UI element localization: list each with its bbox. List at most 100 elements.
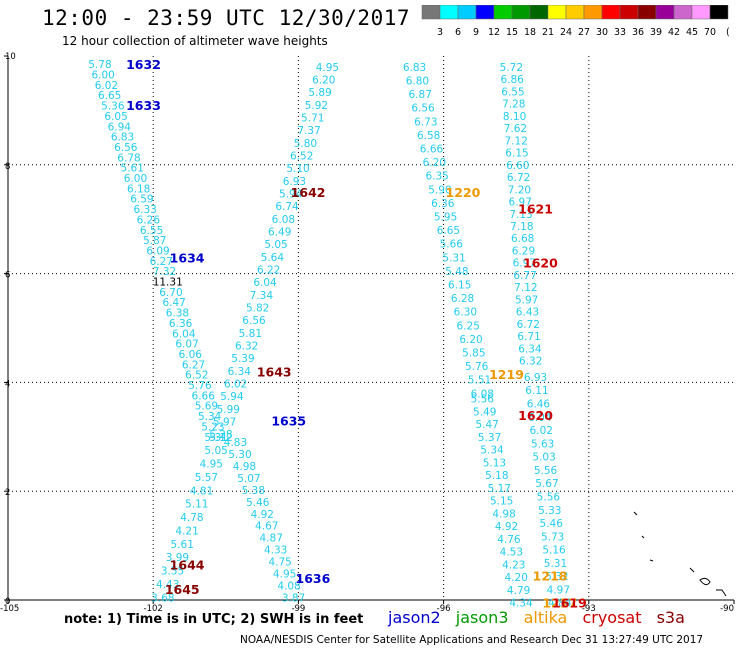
- wave-height-value: 6.30: [454, 307, 477, 319]
- wave-height-value: 4.97: [547, 584, 570, 596]
- coastline-shape: [633, 511, 727, 597]
- wave-height-value: 6.32: [519, 356, 542, 368]
- wave-height-value: 6.29: [512, 245, 535, 257]
- wave-height-value: 5.13: [483, 457, 506, 469]
- colorbar-tick-label: 6: [455, 27, 461, 38]
- wave-height-value: 5.33: [538, 505, 561, 517]
- x-tick-label: -102: [144, 604, 163, 612]
- wave-height-value: 5.30: [228, 449, 251, 461]
- x-tick-label: -99: [291, 604, 305, 612]
- wave-height-value: 6.18: [127, 183, 150, 195]
- pass-number-label: 1643: [257, 365, 292, 380]
- wave-height-value: 5.92: [305, 100, 328, 112]
- pass-number-label: 1632: [126, 57, 161, 72]
- wave-height-value: 5.28: [209, 429, 232, 441]
- wave-height-value: 6.27: [150, 256, 173, 268]
- wave-height-value: 3.68: [151, 592, 174, 604]
- wave-height-value: 6.59: [130, 194, 153, 206]
- wave-height-value: 5.56: [537, 491, 561, 503]
- wave-height-value: 4.67: [255, 521, 278, 533]
- wave-height-value: 7.28: [502, 99, 525, 111]
- wave-height-value: 11.31: [153, 277, 183, 289]
- wave-height-value: 6.52: [185, 370, 208, 382]
- pass-number-label: 1218: [533, 569, 568, 584]
- wave-height-value: 4.23: [502, 559, 525, 571]
- wave-height-value: 6.34: [228, 366, 252, 378]
- y-tick-label: 8: [5, 162, 10, 172]
- wave-height-value: 6.78: [117, 152, 140, 164]
- wave-height-value: 6.72: [517, 319, 540, 331]
- wave-height-value: 6.09: [146, 245, 169, 257]
- legend-s3a: s3a: [656, 608, 685, 627]
- wave-height-value: 4.87: [260, 533, 283, 545]
- wave-height-value: 5.63: [531, 438, 554, 450]
- wave-height-value: 6.20: [312, 75, 335, 87]
- wave-height-value: 5.87: [143, 235, 166, 247]
- wave-height-value: 5.66: [440, 239, 464, 251]
- wave-height-value: 5.36: [101, 101, 125, 113]
- wave-height-value: 4.76: [497, 534, 521, 546]
- pass-number-label: 1220: [446, 185, 481, 200]
- colorbar-tick-label: 33: [614, 27, 626, 38]
- wave-height-value: 4.20: [505, 572, 528, 584]
- pass-number-label: 1633: [126, 98, 161, 113]
- wave-height-value: 5.46: [246, 497, 270, 509]
- wave-height-value: 4.33: [264, 545, 287, 557]
- units-note: note: 1) Time is in UTC; 2) SWH is in fe…: [64, 612, 364, 627]
- wave-height-value: 7.34: [250, 290, 274, 302]
- wave-height-value: 5.97: [213, 416, 236, 428]
- wave-height-value: 6.58: [417, 130, 440, 142]
- wave-height-value: 5.56: [471, 394, 495, 406]
- x-tick-label: -93: [582, 604, 596, 612]
- wave-height-value: 6.56: [411, 103, 435, 115]
- wave-height-value: 6.77: [513, 270, 536, 282]
- wave-height-value: 5.11: [185, 499, 208, 511]
- colorbar-tick-label: 21: [542, 27, 554, 38]
- wave-height-value: 6.34: [518, 343, 542, 355]
- wave-height-value: 5.94: [279, 189, 303, 201]
- wave-height-value: 6.36: [169, 318, 193, 330]
- wave-height-value: 6.97: [513, 258, 536, 270]
- wave-height-value: 5.90: [428, 184, 451, 196]
- wave-height-value: 6.87: [409, 89, 432, 101]
- wave-height-value: 5.61: [121, 163, 144, 175]
- wave-height-value: 6.60: [506, 160, 529, 172]
- wave-height-value: 6.47: [162, 297, 185, 309]
- wave-height-value: 6.00: [91, 70, 114, 82]
- colorbar-tick-label: 24: [560, 27, 572, 38]
- wave-height-value: 6.97: [509, 197, 532, 209]
- wave-height-value: 4.43: [156, 579, 179, 591]
- wave-height-value: 6.52: [290, 151, 313, 163]
- wave-height-value: 6.08: [272, 214, 295, 226]
- wave-height-value: 7.12: [505, 135, 528, 147]
- wave-height-value: 5.18: [485, 470, 508, 482]
- pass-number-label: 1219: [489, 367, 524, 382]
- wave-height-value: 5.61: [171, 539, 194, 551]
- colorbar-tick-label: 3: [437, 27, 443, 38]
- x-tick-label: -96: [437, 604, 451, 612]
- wave-height-value: 6.02: [530, 425, 553, 437]
- wave-height-value: 3.99: [166, 552, 189, 564]
- wave-height-value: 4.92: [495, 521, 518, 533]
- wave-height-value: 6.02: [224, 378, 247, 390]
- wave-height-value: 6.73: [414, 116, 437, 128]
- wave-height-value: 5.80: [294, 138, 317, 150]
- wave-height-value: 5.97: [515, 294, 538, 306]
- wave-height-value: 5.34: [198, 411, 222, 423]
- wave-height-value: 5.78: [88, 59, 111, 71]
- wave-height-value: 6.11: [525, 385, 548, 397]
- pass-number-label: 1620: [518, 408, 553, 423]
- wave-height-value: 6.32: [235, 340, 258, 352]
- wave-height-value: 8.10: [503, 111, 526, 123]
- wave-height-value: 5.10: [286, 163, 309, 175]
- wave-height-value: 5.82: [246, 302, 269, 314]
- wave-height-value: 5.38: [242, 485, 265, 497]
- colorbar-tick-label: 12: [488, 27, 500, 38]
- wave-height-value: 6.65: [437, 225, 460, 237]
- wave-height-value: 4.98: [492, 508, 515, 520]
- wave-height-value: 6.93: [283, 176, 306, 188]
- wave-height-value: 5.34: [480, 445, 504, 457]
- wave-height-value: 4.79: [507, 585, 530, 597]
- wave-height-value: 4.84: [548, 598, 572, 610]
